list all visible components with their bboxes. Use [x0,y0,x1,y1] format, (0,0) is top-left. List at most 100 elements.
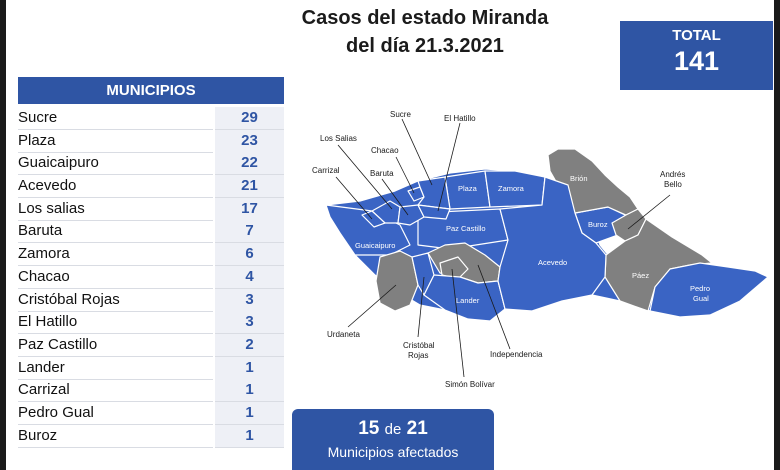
municipio-name: Pedro Gual [18,402,213,425]
table-row: Chacao 4 [18,265,284,289]
region-acevedo [497,176,607,312]
region-urdaneta [375,250,419,312]
municipio-name: El Hatillo [18,311,213,335]
label-buroz: Buroz [588,220,608,229]
callout-line-carrizal [335,176,373,220]
region-lander [423,274,506,322]
label-plaza: Plaza [458,184,478,193]
municipio-name: Lander [18,357,213,380]
municipio-name: Guaicaipuro [18,152,213,176]
callout-line-el-hatillo [437,122,461,212]
municipio-cases: 2 [215,333,284,357]
label-guaicaipuro: Guaicaipuro [355,241,395,250]
municipios-header: MUNICIPIOS [18,77,284,104]
page-title: Casos del estado Miranda del día 21.3.20… [230,4,620,60]
label-pedro-gual-1: Pedro [690,284,710,293]
label-pedro-gual-2: Gual [693,294,709,303]
municipio-name: Acevedo [18,175,213,199]
municipio-name: Plaza [18,130,213,153]
left-frame-border [0,0,6,470]
callout-sucre: Sucre [390,110,411,119]
callout-baruta: Baruta [370,169,394,178]
municipio-name: Paz Castillo [18,334,213,357]
callout-line-simon-bolivar [451,268,465,378]
municipio-cases: 17 [215,197,284,221]
municipio-cases: 1 [215,424,284,448]
table-row: Paz Castillo 2 [18,333,284,357]
callout-line-baruta [381,178,409,216]
table-row: Cristóbal Rojas 3 [18,288,284,312]
callout-line-chacao [395,156,415,194]
municipio-name: Chacao [18,266,213,289]
right-frame-border [774,0,780,470]
municipio-cases: 6 [215,243,284,267]
callout-simon-bolivar: Simón Bolívar [445,380,495,389]
table-row: Lander 1 [18,356,284,380]
table-row: Acevedo 21 [18,175,284,199]
label-acevedo: Acevedo [538,258,567,267]
callout-chacao: Chacao [371,146,399,155]
municipios-table: Sucre 29 Plaza 23 Guaicaipuro 22 Acevedo 21 … [18,107,284,448]
callout-carrizal: Carrizal [312,166,340,175]
table-row: Guaicaipuro 22 [18,152,284,176]
affected-count-line: 15 de 21 [292,418,494,440]
callout-line-andres-bello [627,194,671,230]
table-row: Sucre 29 [18,107,284,130]
total-value: 141 [673,46,720,76]
affected-connector: de [384,421,402,438]
region-pedro-gual [649,262,769,318]
callout-cristobal-rojas-2: Rojas [408,351,428,360]
table-row: Carrizal 1 [18,379,284,403]
municipio-name: Los salias [18,198,213,221]
municipio-cases: 1 [215,356,284,380]
callout-line-sucre [401,118,433,186]
municipio-name: Zamora [18,243,213,267]
callout-line-los-salias [337,144,393,210]
table-row: Pedro Gual 1 [18,401,284,425]
callout-andres-bello-1: Andrés [660,170,685,179]
callout-andres-bello-2: Bello [664,180,682,189]
municipio-cases: 3 [215,311,284,335]
region-carrizal [361,210,386,228]
municipio-name: Buroz [18,425,213,448]
municipio-cases: 7 [215,220,284,244]
affected-total: 21 [406,418,428,439]
title-line-2: del día 21.3.2021 [346,35,504,57]
municipio-name: Baruta [18,220,213,244]
callout-line-independencia [477,264,511,350]
callout-line-urdaneta [347,284,397,328]
municipio-cases: 23 [215,129,284,153]
label-paez: Páez [632,271,649,280]
municipio-cases: 21 [215,175,284,199]
municipio-cases: 3 [215,288,284,312]
municipio-cases: 4 [215,265,284,289]
affected-caption: Municipios afectados [327,444,459,460]
miranda-map: Plaza Zamora Brión Buroz Guaicaipuro Paz… [312,110,769,389]
callout-urdaneta: Urdaneta [327,330,360,339]
table-row: Zamora 6 [18,243,284,267]
municipio-name: Cristóbal Rojas [18,289,213,312]
municipio-name: Carrizal [18,379,213,403]
municipio-cases: 1 [215,401,284,425]
label-zamora: Zamora [498,184,525,193]
municipio-cases: 1 [215,379,284,403]
municipio-name: Sucre [18,107,213,130]
label-brion: Brión [570,174,588,183]
callout-line-cristobal-rojas [417,276,425,338]
municipio-cases: 22 [215,152,284,176]
affected-count: 15 [358,418,380,439]
label-paz-castillo: Paz Castillo [446,224,486,233]
table-row: Buroz 1 [18,424,284,448]
title-line-1: Casos del estado Miranda [301,7,549,29]
callout-independencia: Independencia [490,350,543,359]
table-row: El Hatillo 3 [18,311,284,335]
municipio-cases: 29 [215,107,284,130]
affected-municipios-box: 15 de 21 Municipios afectados [292,409,494,470]
callout-el-hatillo: El Hatillo [444,114,476,123]
table-row: Los salias 17 [18,197,284,221]
region-el-hatillo [417,204,451,220]
table-row: Baruta 7 [18,220,284,244]
total-label: TOTAL [672,27,721,44]
callout-los-salias: Los Salias [320,134,357,143]
total-box: TOTAL 141 [620,21,773,90]
